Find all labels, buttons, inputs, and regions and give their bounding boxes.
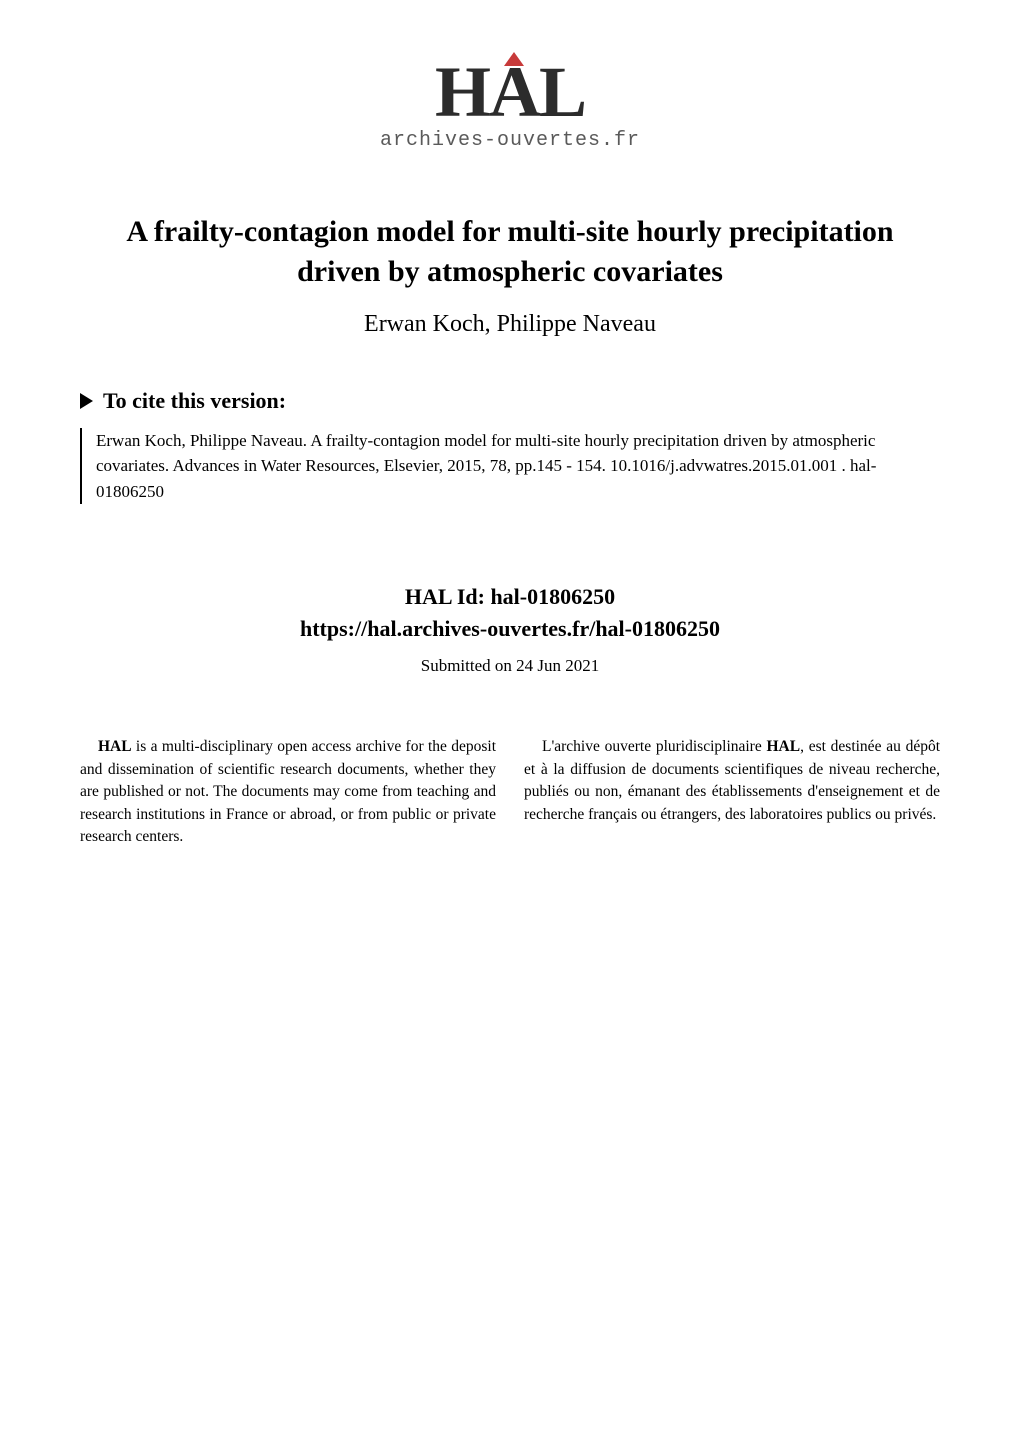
paper-title: A frailty-contagion model for multi-site… <box>80 212 940 293</box>
hal-id-section: HAL Id: hal-01806250 https://hal.archive… <box>80 584 940 642</box>
hal-id: HAL Id: hal-01806250 <box>80 584 940 610</box>
description-columns: HAL is a multi-disciplinary open access … <box>80 736 940 848</box>
logo-letter-h: H <box>435 52 489 132</box>
hal-bold-left: HAL <box>98 738 132 755</box>
hal-logo-text: HAL <box>380 60 640 125</box>
cite-body: Erwan Koch, Philippe Naveau. A frailty-c… <box>80 428 940 505</box>
cite-header-text: To cite this version: <box>103 388 286 414</box>
hal-url: https://hal.archives-ouvertes.fr/hal-018… <box>80 616 940 642</box>
description-right: L'archive ouverte pluridisciplinaire HAL… <box>524 736 940 848</box>
hal-bold-right: HAL <box>766 738 800 755</box>
logo-letter-l: L <box>539 52 585 132</box>
hal-logo: HAL archives-ouvertes.fr <box>380 60 640 152</box>
logo-letter-a: A <box>489 52 539 132</box>
cite-header: To cite this version: <box>80 388 940 414</box>
description-left: HAL is a multi-disciplinary open access … <box>80 736 496 848</box>
logo-subtitle: archives-ouvertes.fr <box>380 129 640 152</box>
paper-authors: Erwan Koch, Philippe Naveau <box>80 311 940 338</box>
description-left-text: is a multi-disciplinary open access arch… <box>80 738 496 845</box>
description-right-pre: L'archive ouverte pluridisciplinaire <box>542 738 766 755</box>
submitted-date: Submitted on 24 Jun 2021 <box>80 656 940 676</box>
hal-logo-section: HAL archives-ouvertes.fr <box>80 60 940 152</box>
triangle-right-icon <box>80 393 93 409</box>
cite-section: To cite this version: Erwan Koch, Philip… <box>80 388 940 505</box>
